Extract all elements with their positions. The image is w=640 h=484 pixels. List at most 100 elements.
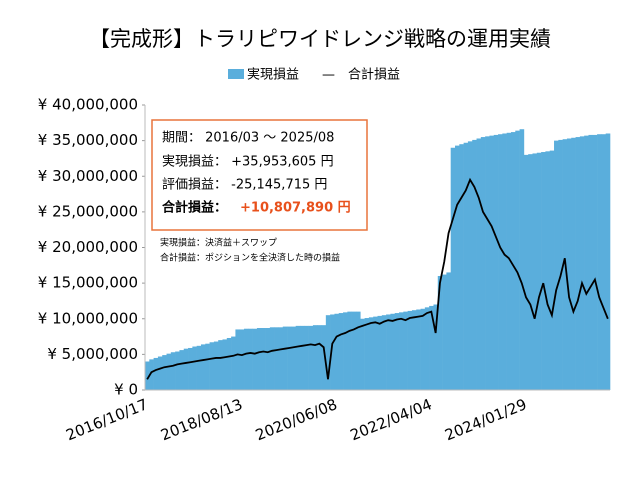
y-tick-label: ¥ 35,000,000 (38, 131, 138, 149)
bar (510, 132, 516, 390)
chart-title: 【完成形】トラリピワイドレンジ戦略の運用実績 (89, 27, 551, 51)
bar (575, 137, 581, 390)
bar (235, 329, 241, 390)
bar (222, 339, 228, 390)
bar (308, 325, 314, 390)
note: 合計損益：ポジションを全決済した時の損益 (160, 252, 340, 264)
bar (183, 348, 189, 390)
bar (571, 137, 576, 390)
bar (360, 318, 365, 390)
info-value: +10,807,890 円 (240, 201, 351, 216)
bar (334, 313, 340, 390)
info-text: 期間： 2016/03 ～ 2025/08 (162, 131, 334, 146)
bar (605, 133, 611, 390)
y-tick-label: ¥ 15,000,000 (38, 274, 138, 292)
bar (304, 325, 309, 390)
y-tick-label: ¥ 20,000,000 (38, 238, 138, 256)
y-tick-label: ¥ 25,000,000 (38, 202, 138, 220)
bar (411, 310, 417, 390)
x-tick-label: 2022/04/04 (348, 395, 435, 444)
bar (566, 138, 572, 390)
bar (368, 317, 374, 390)
bar (558, 139, 563, 390)
bar (162, 355, 167, 390)
bar (209, 342, 215, 390)
bar (338, 313, 344, 390)
bar (394, 313, 400, 390)
bar (278, 327, 284, 390)
bar (463, 142, 469, 390)
legend-label: 実現損益 (247, 67, 299, 83)
bar (498, 134, 503, 390)
bar (343, 312, 348, 390)
bar (502, 133, 507, 390)
y-tick-label: ¥ 40,000,000 (38, 96, 138, 114)
bar (373, 316, 378, 390)
bar (472, 139, 477, 390)
bar (480, 137, 486, 390)
bar (188, 347, 193, 390)
info-text: 合計損益： (162, 200, 227, 216)
bar (455, 145, 460, 390)
bar (213, 341, 219, 390)
bar (519, 129, 525, 390)
bar (287, 326, 292, 390)
y-tick-label: ¥ 0 (114, 381, 138, 399)
bar (200, 344, 206, 390)
bar (295, 325, 301, 390)
bar (175, 351, 180, 390)
bar (442, 274, 447, 390)
info-text: 評価損益： -25,145,715 円 (162, 178, 327, 193)
bar (244, 328, 249, 390)
bar (545, 151, 551, 390)
x-tick-label: 2024/01/29 (442, 395, 529, 444)
bar (579, 136, 585, 390)
bar (282, 326, 288, 390)
bar (351, 311, 357, 390)
bar (601, 134, 606, 390)
bar (597, 134, 602, 390)
bar (226, 337, 232, 390)
bar (588, 134, 594, 390)
bar (145, 361, 150, 390)
bar (493, 134, 499, 390)
bar (300, 325, 305, 390)
info-text: 実現損益： +35,953,605 円 (162, 154, 334, 170)
bar (317, 325, 322, 390)
line (146, 177, 609, 380)
bar (403, 311, 408, 390)
x-tick-label: 2020/06/08 (253, 395, 340, 444)
bar (390, 313, 396, 390)
bar (265, 328, 271, 390)
bar (381, 315, 387, 390)
bar (592, 134, 598, 390)
bar (515, 130, 520, 390)
bar (269, 327, 275, 390)
bar (321, 325, 327, 390)
bar (386, 314, 391, 390)
bar (528, 154, 533, 390)
bar (450, 147, 456, 390)
bar (364, 318, 370, 390)
bar (248, 328, 253, 390)
bar (424, 307, 430, 390)
bar (325, 315, 331, 390)
bar (437, 276, 443, 390)
bar (523, 154, 529, 390)
bar (291, 326, 296, 390)
bar (554, 140, 559, 390)
bar (467, 141, 473, 390)
bar (166, 353, 172, 390)
bar (192, 346, 197, 390)
bar (231, 336, 236, 390)
bar (355, 311, 361, 390)
bar (536, 152, 542, 390)
x-tick-label: 2018/08/13 (158, 395, 245, 444)
bar (274, 327, 279, 390)
note: 実現損益：決済益＋スワップ (160, 237, 277, 249)
bar (218, 340, 223, 390)
y-tick-label: ¥ 10,000,000 (38, 309, 138, 327)
bar (433, 304, 439, 390)
bar (549, 150, 555, 390)
